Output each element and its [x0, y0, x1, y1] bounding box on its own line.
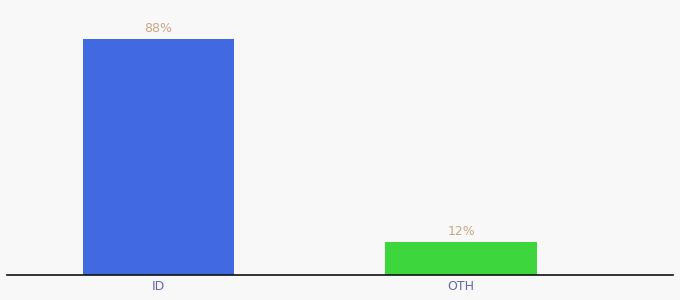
Bar [83, 39, 234, 274]
Text: 12%: 12% [447, 225, 475, 239]
Bar [386, 242, 537, 274]
Text: 88%: 88% [144, 22, 172, 35]
